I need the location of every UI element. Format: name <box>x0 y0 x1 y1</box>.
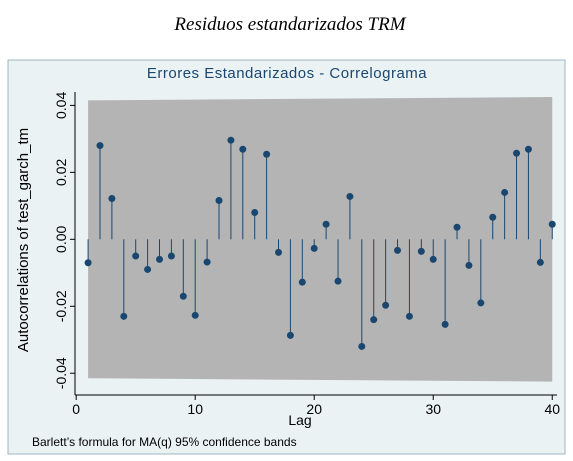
marker <box>179 292 187 300</box>
x-tick-label: 40 <box>544 401 560 417</box>
marker <box>275 248 283 256</box>
y-tick-label: -0.02 <box>53 290 69 322</box>
x-tick-label: 20 <box>306 401 322 417</box>
marker <box>203 258 211 266</box>
marker <box>298 278 306 286</box>
x-tick-label: 10 <box>187 401 203 417</box>
marker <box>239 145 247 153</box>
marker <box>465 261 473 269</box>
confidence-band <box>88 97 553 382</box>
x-tick-label: 30 <box>425 401 441 417</box>
marker <box>263 150 271 158</box>
caption: Residuos estandarizados TRM <box>173 14 406 35</box>
y-tick-label: 0.02 <box>53 159 69 186</box>
marker <box>310 244 318 252</box>
marker <box>405 312 413 320</box>
marker <box>513 149 521 157</box>
note: Barlett’s formula for MA(q) 95% confiden… <box>32 435 297 449</box>
marker <box>429 255 437 263</box>
marker <box>382 301 390 309</box>
marker <box>215 196 223 204</box>
marker <box>227 136 235 144</box>
marker <box>453 223 461 231</box>
marker <box>286 331 294 339</box>
y-axis-label: Autocorrelations of test_garch_tm <box>15 128 32 352</box>
marker <box>536 258 544 266</box>
chart-title: Errores Estandarizados - Correlograma <box>147 65 427 82</box>
marker <box>144 265 152 273</box>
marker <box>120 312 128 320</box>
marker <box>417 247 425 255</box>
marker <box>191 311 199 319</box>
marker <box>394 246 402 254</box>
marker <box>524 145 532 153</box>
marker <box>334 277 342 285</box>
x-axis-label: Lag <box>288 412 311 428</box>
marker <box>108 194 116 202</box>
marker <box>346 192 354 200</box>
marker <box>251 209 259 217</box>
marker <box>489 213 497 221</box>
marker <box>132 252 140 260</box>
marker <box>501 188 509 196</box>
marker <box>441 320 449 328</box>
x-tick-label: 0 <box>72 401 80 417</box>
y-tick-label: 0.00 <box>53 225 69 252</box>
marker <box>322 220 330 228</box>
marker <box>155 255 163 263</box>
marker <box>167 252 175 260</box>
marker <box>477 299 485 307</box>
marker <box>548 220 556 228</box>
y-tick-label: -0.04 <box>53 357 69 389</box>
marker <box>358 342 366 350</box>
y-tick-label: 0.04 <box>53 92 69 119</box>
marker <box>84 259 92 267</box>
marker <box>370 316 378 324</box>
marker <box>96 142 104 150</box>
